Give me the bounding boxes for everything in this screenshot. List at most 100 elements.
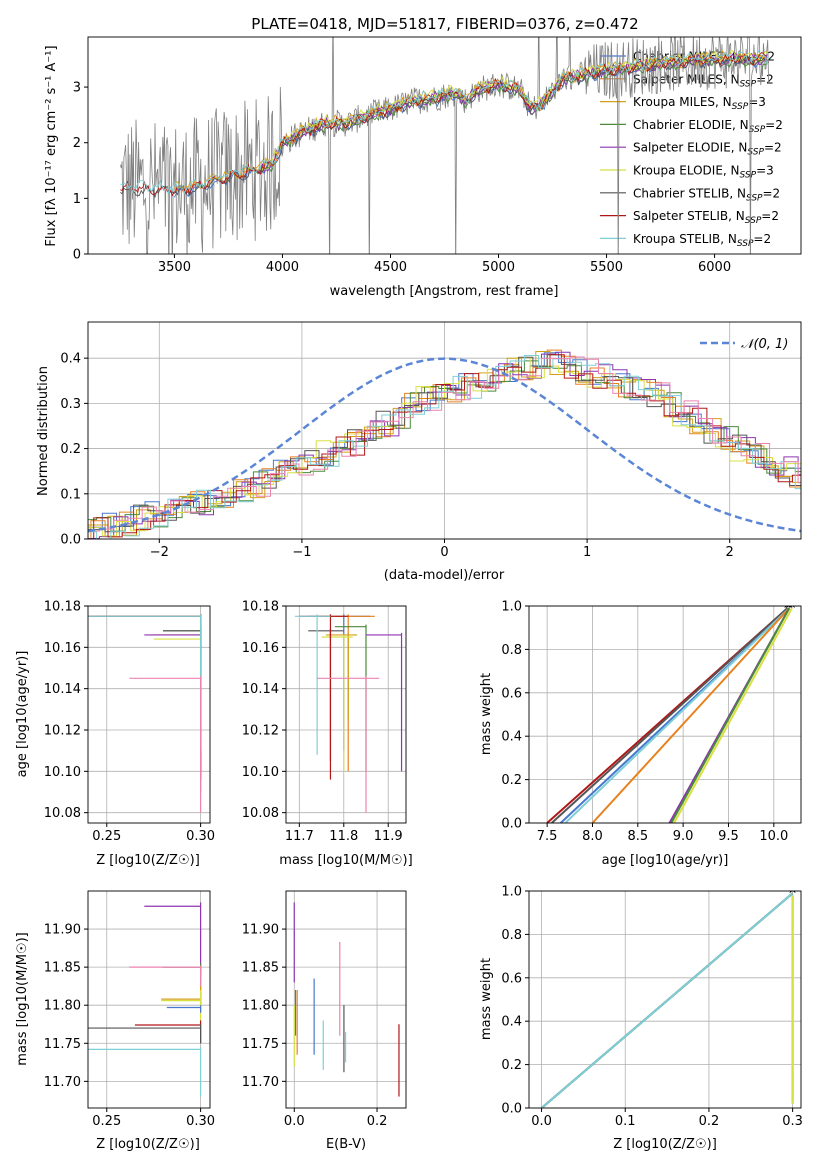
- y-tick-label: 10.12: [242, 724, 279, 739]
- legend-subscript: SSP: [745, 216, 762, 226]
- x-tick-label: 3500: [158, 260, 191, 275]
- x-tick-label: 11.9: [374, 829, 403, 844]
- spectrum-marks: [120, 37, 770, 254]
- cum-age-ylabel: mass weight: [479, 673, 494, 755]
- histogram-chabrier-miles: [88, 352, 801, 528]
- figure-title: PLATE=0418, MJD=51817, FIBERID=0376, z=0…: [251, 15, 638, 33]
- spectrum-panel: wavelength [Angstrom, rest frame] Flux […: [44, 36, 802, 299]
- cum_Z-plot-area: ^^^^: [529, 890, 801, 1109]
- x-tick-label: 0.2: [699, 1114, 720, 1129]
- spectrum-frame: [87, 36, 802, 255]
- y-tick-label: 11.85: [44, 961, 81, 976]
- cum_age-plot-area: ^^^^^^^^: [529, 604, 801, 824]
- x-tick-label: −1: [292, 545, 311, 560]
- y-tick-label: 0.8: [501, 928, 522, 943]
- y-tick-label: 0.4: [501, 1015, 522, 1030]
- x-tick-label: 6000: [698, 260, 731, 275]
- y-tick-label: 0.4: [60, 352, 81, 367]
- y-tick-label: 0.8: [501, 643, 522, 658]
- cumulative-marker: ^: [785, 604, 793, 615]
- mass_vs_Z-marks: [88, 902, 202, 1097]
- legend-label-kroupa-stelib: Kroupa STELIB, NSSP=2: [633, 232, 771, 249]
- x-tick-label: 0.25: [92, 829, 121, 844]
- mass-vs-ebv-panel: E(B-V) 0.0 0.2 11.70 11.75 11.80 11.85 11.90: [242, 890, 407, 1152]
- legend-label-salpeter-elodie: Salpeter ELODIE, NSSP=2: [633, 141, 782, 158]
- y-tick-label: 0.2: [60, 442, 81, 457]
- histogram-kroupa-elodie: [88, 357, 801, 537]
- spectrum-xlabel: wavelength [Angstrom, rest frame]: [330, 284, 559, 299]
- legend-subscript: SSP: [737, 239, 754, 249]
- y-tick-label: 0.0: [501, 1102, 522, 1117]
- cumulative-marker: ^: [785, 604, 793, 615]
- cum_Z-marks: ^^^^: [540, 891, 797, 1108]
- residual-ylabel: Normed distribution: [36, 366, 51, 496]
- y-tick-label: 1.0: [501, 885, 522, 900]
- x-tick-label: 0.30: [186, 829, 215, 844]
- normal-legend-label: 𝒩(0, 1): [741, 337, 788, 352]
- y-tick-label: 11.85: [242, 961, 279, 976]
- cumulative-line-kroupa-stelib: [564, 607, 790, 823]
- age_vs_mass-frame: [285, 605, 407, 824]
- legend-subscript: SSP: [732, 102, 749, 112]
- y-tick-label: 0.1: [60, 487, 81, 502]
- residual-legend: 𝒩(0, 1): [700, 337, 788, 352]
- mass-z-xlabel: Z [log10(Z/Z☉)]: [96, 1137, 200, 1152]
- y-tick-label: 11.75: [44, 1037, 81, 1052]
- mass_vs_Z-plot-area: [88, 891, 210, 1108]
- cumulative-marker: ^: [785, 604, 793, 615]
- y-tick-label: 0: [73, 248, 81, 263]
- cumulative-line-salpeter-miles: [591, 607, 790, 823]
- x-tick-label: 2: [726, 545, 734, 560]
- y-tick-label: 11.90: [44, 923, 81, 938]
- x-tick-label: 0.3: [782, 1114, 803, 1129]
- x-tick-label: 10.0: [759, 829, 788, 844]
- y-tick-label: 1.0: [501, 600, 522, 615]
- cumulative-line-chabrier-stelib: [551, 607, 789, 823]
- cum-z-xlabel: Z [log10(Z/Z☉)]: [613, 1137, 717, 1152]
- x-tick-label: 11.8: [329, 829, 358, 844]
- y-tick-label: 0.6: [501, 686, 522, 701]
- y-tick-label: 0.4: [501, 730, 522, 745]
- y-tick-label: 10.16: [242, 641, 279, 656]
- age-z-xlabel: Z [log10(Z/Z☉)]: [96, 853, 200, 868]
- residual-panel: (data-model)/error Normed distribution 𝒩…: [36, 321, 802, 583]
- residuals-marks: [88, 349, 801, 539]
- y-tick-label: 10.14: [44, 682, 81, 697]
- legend-count: =2: [756, 72, 774, 86]
- legend-subscript: SSP: [740, 79, 757, 89]
- legend-label-salpeter-stelib: Salpeter STELIB, NSSP=2: [633, 209, 779, 226]
- legend-count: =2: [753, 232, 771, 246]
- residual-xlabel: (data-model)/error: [384, 568, 505, 583]
- x-tick-label: 0.1: [615, 1114, 636, 1129]
- x-tick-label: 5500: [590, 260, 623, 275]
- x-tick-label: 5000: [482, 260, 515, 275]
- legend-label-chabrier-stelib: Chabrier STELIB, NSSP=2: [633, 186, 780, 203]
- age-z-ylabel: age [log10(age/yr)]: [15, 651, 30, 778]
- x-tick-label: 1: [583, 545, 591, 560]
- legend-label-chabrier-elodie: Chabrier ELODIE, NSSP=2: [633, 118, 783, 135]
- spectrum-plot-area: [120, 37, 770, 254]
- x-tick-label: 9.5: [718, 829, 739, 844]
- mass-vs-metallicity-panel: Z [log10(Z/Z☉)] mass [log10(M/M☉)] 0.25 0…: [15, 890, 215, 1152]
- model-spectrum-kroupa-stelib: [120, 49, 770, 196]
- x-tick-label: 0.0: [284, 1114, 305, 1129]
- x-tick-label: 8.0: [582, 829, 603, 844]
- x-tick-label: 0.2: [367, 1114, 388, 1129]
- y-tick-label: 1: [73, 192, 81, 207]
- legend-count: =2: [765, 118, 783, 132]
- x-tick-label: 7.5: [537, 829, 558, 844]
- y-tick-label: 11.75: [242, 1037, 279, 1052]
- residuals-plot-area: [88, 322, 801, 540]
- x-tick-label: 0: [440, 545, 448, 560]
- y-tick-label: 10.18: [44, 600, 81, 615]
- mass_vs_EBV-frame: [285, 890, 407, 1109]
- age-vs-mass-panel: mass [log10(M/M☉)] 11.7 11.8 11.9 10.08 10.1…: [242, 600, 413, 869]
- x-tick-label: 0.25: [92, 1114, 121, 1129]
- cumulative-marker: ^: [785, 604, 793, 615]
- y-tick-label: 10.10: [44, 765, 81, 780]
- y-tick-label: 11.80: [44, 999, 81, 1014]
- age-mass-xlabel: mass [log10(M/M☉)]: [279, 853, 412, 868]
- y-tick-label: 10.14: [242, 682, 279, 697]
- cumulative-marker: ^: [785, 604, 793, 615]
